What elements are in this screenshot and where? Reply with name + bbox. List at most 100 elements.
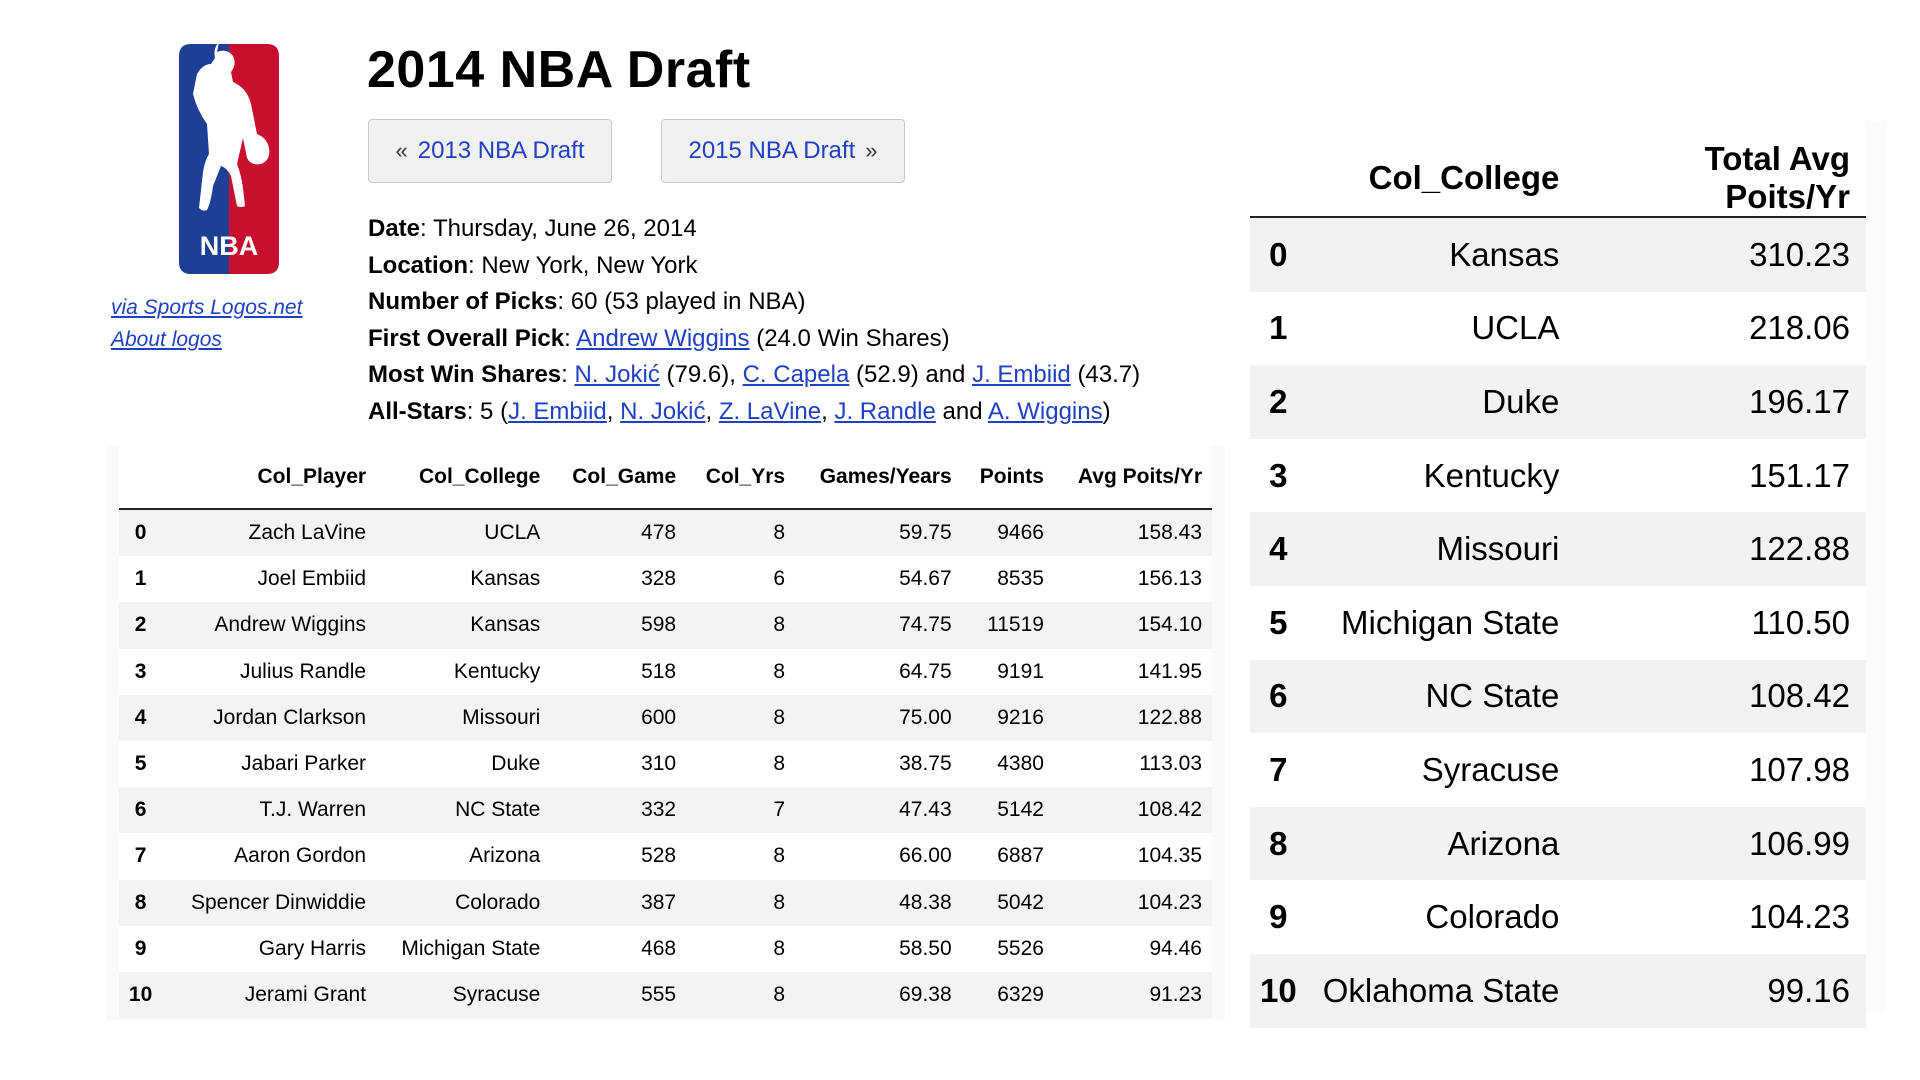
first-pick-link[interactable]: Andrew Wiggins [576, 324, 750, 352]
college-column-header [1250, 122, 1307, 218]
players-table-row: 7 Aaron Gordon Arizona 528 8 66.00 6887 104.35 [119, 833, 1212, 880]
college-table-cell: 106.99 [1575, 806, 1866, 881]
players-table-cell: 332 [550, 787, 687, 834]
college-row-index: 9 [1250, 880, 1307, 954]
prev-draft-link[interactable]: 2013 NBA Draft [417, 137, 585, 164]
players-table-row: 5 Jabari Parker Duke 310 8 38.75 4380 113.03 [119, 740, 1212, 788]
win-shares-player-link[interactable]: J. Embiid [972, 361, 1071, 389]
all-star-link[interactable]: Z. LaVine [718, 397, 822, 425]
all-star-link[interactable]: A. Wiggins [987, 397, 1103, 425]
players-table-cell: 8 [686, 879, 796, 926]
players-table-cell: Kansas [376, 556, 551, 603]
nba-logo-icon: NBA [179, 44, 279, 274]
college-table-cell: Kentucky [1306, 438, 1576, 513]
players-table-cell: Kentucky [376, 648, 551, 695]
college-table-row: 6 NC State 108.42 [1250, 659, 1866, 734]
all-star-link[interactable]: J. Randle [834, 397, 936, 425]
all-star-separator: , [705, 397, 713, 425]
players-table-row: 2 Andrew Wiggins Kansas 598 8 74.75 11519 154.1… [119, 602, 1212, 649]
win-shares-player-link[interactable]: C. Capela [742, 361, 850, 389]
players-table-cell: 9216 [961, 694, 1054, 741]
college-row-index: 3 [1250, 438, 1307, 513]
players-table-cell: 5042 [961, 879, 1054, 926]
college-table-cell: 218.06 [1575, 291, 1866, 366]
players-table-cell: Jordan Clarkson [162, 694, 377, 741]
win-shares-label: Most Win Shares [368, 361, 562, 389]
players-table-cell: 59.75 [795, 509, 962, 557]
about-logos-link[interactable]: About logos [111, 328, 222, 351]
players-table-cell: 11519 [961, 602, 1054, 649]
players-row-index: 1 [119, 556, 163, 603]
prev-draft-button[interactable]: « 2013 NBA Draft [368, 119, 612, 183]
college-row-index: 0 [1250, 217, 1307, 292]
college-column-header: Col_College [1306, 122, 1576, 218]
college-row-index: 6 [1250, 659, 1307, 734]
all-star-link[interactable]: N. Jokić [620, 397, 706, 425]
college-table-row: 8 Arizona 106.99 [1250, 806, 1866, 881]
players-table-cell: 122.88 [1053, 694, 1212, 741]
college-row-index: 7 [1250, 733, 1307, 807]
college-table-cell: Arizona [1306, 806, 1576, 881]
players-column-header: Col_Player [162, 446, 377, 510]
players-column-header: Col_Yrs [686, 446, 796, 510]
college-table-cell: 104.23 [1575, 880, 1866, 954]
first-pick-label: First Overall Pick [368, 324, 565, 352]
first-pick-suffix: (24.0 Win Shares) [756, 324, 950, 352]
players-table-row: 1 Joel Embiid Kansas 328 6 54.67 8535 156.13 [119, 556, 1212, 603]
win-shares-player-link[interactable]: N. Jokić [574, 361, 660, 389]
players-table-row: 6 T.J. Warren NC State 332 7 47.43 5142 108.42 [119, 787, 1212, 834]
college-table-row: 10 Oklahoma State 99.16 [1250, 953, 1866, 1028]
players-table-cell: Arizona [376, 833, 551, 880]
next-draft-button[interactable]: 2015 NBA Draft » [661, 119, 905, 183]
location-row: Location: New York, New York [368, 251, 698, 279]
location-value: New York, New York [481, 251, 698, 279]
location-label: Location [368, 251, 468, 279]
players-table-cell: 104.23 [1053, 879, 1212, 926]
players-table-row: 0 Zach LaVine UCLA 478 8 59.75 9466 158.43 [119, 509, 1212, 557]
college-table-cell: 310.23 [1575, 217, 1866, 292]
sports-logos-link[interactable]: via Sports Logos.net [111, 296, 303, 319]
players-table-cell: Joel Embiid [162, 556, 377, 603]
players-table-cell: 8 [686, 971, 796, 1019]
players-table-row: 8 Spencer Dinwiddie Colorado 387 8 48.38 5042 1… [119, 879, 1212, 926]
college-table-cell: 108.42 [1575, 659, 1866, 734]
college-table-row: 7 Syracuse 107.98 [1250, 733, 1866, 807]
college-table-cell: UCLA [1306, 291, 1576, 366]
college-table-row: 5 Michigan State 110.50 [1250, 585, 1866, 660]
win-shares-value: (43.7) [1077, 361, 1141, 389]
players-table-cell: 9466 [961, 509, 1054, 557]
players-table-cell: Kansas [376, 602, 551, 649]
college-table-cell: 151.17 [1575, 438, 1866, 513]
players-table-cell: Julius Randle [162, 648, 377, 695]
players-row-index: 8 [119, 879, 163, 926]
college-table-cell: Oklahoma State [1306, 953, 1576, 1028]
players-table-cell: Gary Harris [162, 925, 377, 972]
players-row-index: 2 [119, 602, 163, 649]
players-table-row: 10 Jerami Grant Syracuse 555 8 69.38 6329 91.23 [119, 971, 1212, 1019]
all-star-separator: ) [1102, 397, 1111, 425]
players-table-cell: NC State [376, 787, 551, 834]
players-table-cell: 64.75 [795, 648, 962, 695]
players-row-index: 7 [119, 833, 163, 880]
college-table-row: 0 Kansas 310.23 [1250, 217, 1866, 292]
players-column-header: Avg Poits/Yr [1053, 446, 1212, 510]
next-arrow-icon: » [865, 138, 878, 163]
college-row-index: 5 [1250, 585, 1307, 660]
players-table-cell: 8 [686, 694, 796, 741]
all-star-link[interactable]: J. Embiid [508, 397, 607, 425]
win-shares-value: (52.9) and [855, 361, 966, 389]
players-table-cell: T.J. Warren [162, 787, 377, 834]
players-table-cell: 387 [550, 879, 687, 926]
players-table-cell: Jerami Grant [162, 971, 377, 1019]
players-column-header: Col_Game [550, 446, 687, 510]
players-table-cell: 141.95 [1053, 648, 1212, 695]
players-table-cell: 154.10 [1053, 602, 1212, 649]
college-table-cell: Syracuse [1306, 733, 1576, 807]
players-table-cell: Duke [376, 740, 551, 788]
next-draft-link[interactable]: 2015 NBA Draft [688, 137, 856, 164]
all-stars-row: All-Stars: 5 (J. Embiid, N. Jokić, Z. La… [368, 397, 1111, 425]
win-shares-value: (79.6), [666, 361, 736, 389]
college-table-cell: Michigan State [1306, 585, 1576, 660]
players-table-cell: 8 [686, 602, 796, 649]
players-table-cell: 8 [686, 740, 796, 788]
